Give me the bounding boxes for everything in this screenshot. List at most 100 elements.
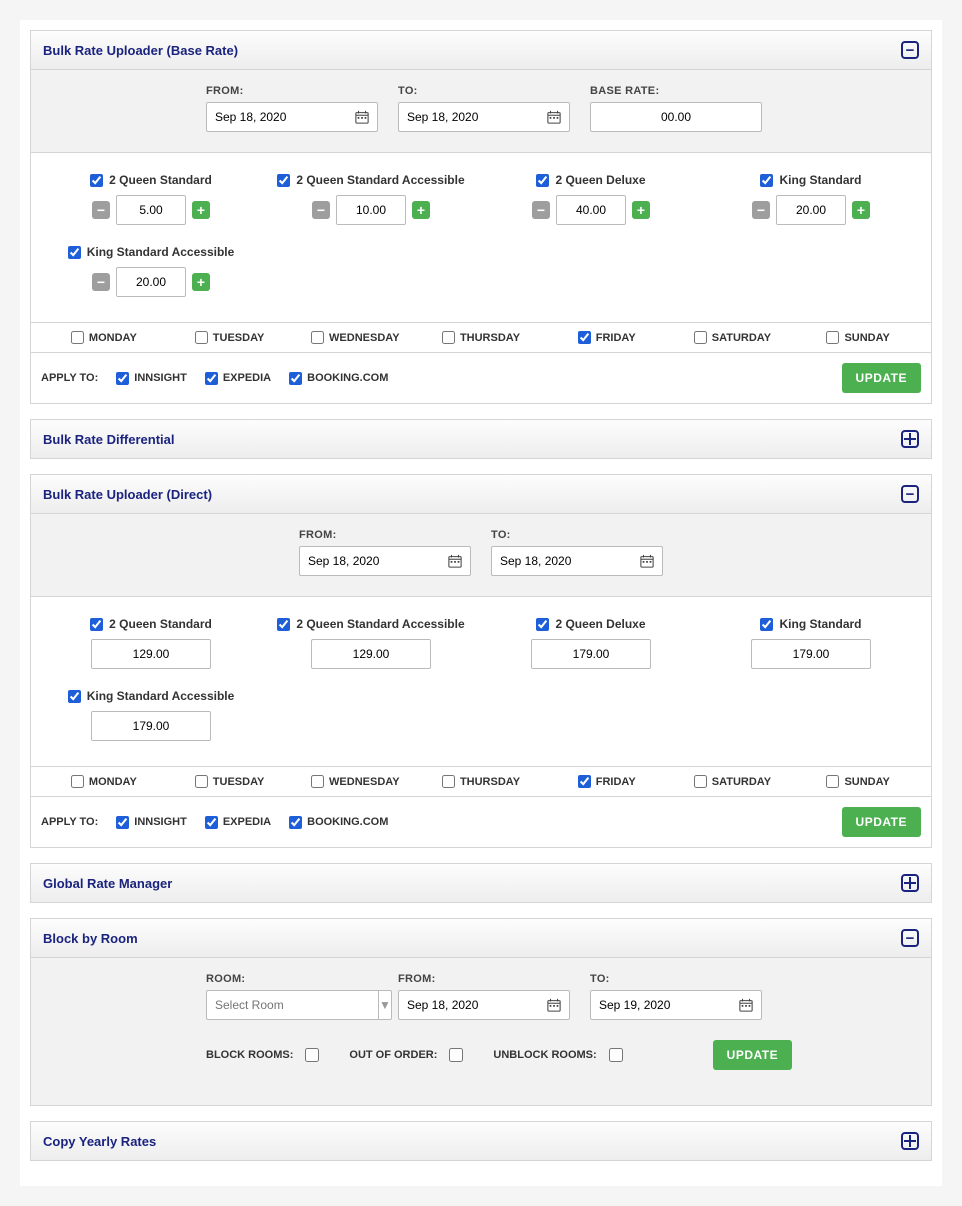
room-rate-input[interactable] <box>531 639 651 669</box>
from-date-input[interactable] <box>299 546 471 576</box>
room-rate-input[interactable] <box>116 267 186 297</box>
panel-title: Bulk Rate Differential <box>43 432 174 447</box>
minus-icon[interactable]: − <box>312 201 330 219</box>
room-checkbox[interactable] <box>536 618 549 631</box>
room-checkbox[interactable] <box>277 174 290 187</box>
plus-icon[interactable]: + <box>192 273 210 291</box>
room-cell: 2 Queen Standard−+ <box>41 168 261 240</box>
room-rate-input[interactable] <box>116 195 186 225</box>
to-date-input[interactable] <box>590 990 762 1020</box>
room-checkbox[interactable] <box>760 618 773 631</box>
to-label: TO: <box>398 85 570 97</box>
day-checkbox[interactable] <box>311 775 324 788</box>
day-checkbox[interactable] <box>826 775 839 788</box>
day-checkbox[interactable] <box>694 331 707 344</box>
expand-icon[interactable] <box>901 430 919 448</box>
calendar-icon[interactable] <box>739 998 753 1012</box>
room-rate-input[interactable] <box>91 711 211 741</box>
to-date-input[interactable] <box>491 546 663 576</box>
channel-label: INNSIGHT <box>134 816 187 828</box>
calendar-icon[interactable] <box>547 998 561 1012</box>
room-checkbox[interactable] <box>90 174 103 187</box>
calendar-icon[interactable] <box>547 110 561 124</box>
room-checkbox[interactable] <box>68 690 81 703</box>
day-checkbox[interactable] <box>826 331 839 344</box>
room-rate-input[interactable] <box>751 639 871 669</box>
channel-checkbox[interactable] <box>289 816 302 829</box>
room-name: 2 Queen Deluxe <box>555 617 645 631</box>
day-checkbox[interactable] <box>195 331 208 344</box>
day-checkbox[interactable] <box>311 331 324 344</box>
update-button[interactable]: UPDATE <box>713 1040 792 1070</box>
room-name: 2 Queen Standard <box>109 617 212 631</box>
channel-checkbox[interactable] <box>116 816 129 829</box>
base-rate-input[interactable] <box>590 102 762 132</box>
collapse-icon[interactable]: − <box>901 41 919 59</box>
day-label: MONDAY <box>89 332 137 344</box>
collapse-icon[interactable]: − <box>901 485 919 503</box>
channel-checkbox[interactable] <box>289 372 302 385</box>
day-checkbox[interactable] <box>71 775 84 788</box>
room-rate-input[interactable] <box>336 195 406 225</box>
update-button[interactable]: UPDATE <box>842 807 921 837</box>
block-rooms-checkbox[interactable] <box>305 1048 319 1062</box>
room-rate-input[interactable] <box>776 195 846 225</box>
date-section: FROM: TO: <box>31 514 931 597</box>
day-checkbox[interactable] <box>578 331 591 344</box>
room-select[interactable]: ▼ <box>206 990 378 1020</box>
day-label: FRIDAY <box>596 332 636 344</box>
room-rate-input[interactable] <box>556 195 626 225</box>
room-checkbox[interactable] <box>536 174 549 187</box>
room-cell: King Standard Accessible <box>41 684 261 756</box>
day-checkbox[interactable] <box>578 775 591 788</box>
day-checkbox[interactable] <box>694 775 707 788</box>
room-rate-input[interactable] <box>91 639 211 669</box>
collapse-icon[interactable]: − <box>901 929 919 947</box>
channel-item: INNSIGHT <box>116 372 187 385</box>
channel-item: INNSIGHT <box>116 816 187 829</box>
day-checkbox[interactable] <box>71 331 84 344</box>
apply-label: APPLY TO: <box>41 816 98 828</box>
block-section: ROOM: ▼ FROM: TO: <box>31 958 931 1105</box>
minus-icon[interactable]: − <box>752 201 770 219</box>
plus-icon[interactable]: + <box>412 201 430 219</box>
from-label: FROM: <box>398 973 570 985</box>
room-checkbox[interactable] <box>68 246 81 259</box>
day-checkbox[interactable] <box>195 775 208 788</box>
calendar-icon[interactable] <box>355 110 369 124</box>
expand-icon[interactable] <box>901 874 919 892</box>
from-date-input[interactable] <box>398 990 570 1020</box>
minus-icon[interactable]: − <box>92 273 110 291</box>
day-cell: SUNDAY <box>795 775 921 788</box>
expand-icon[interactable] <box>901 1132 919 1150</box>
room-checkbox[interactable] <box>90 618 103 631</box>
room-checkbox[interactable] <box>277 618 290 631</box>
minus-icon[interactable]: − <box>532 201 550 219</box>
room-checkbox[interactable] <box>760 174 773 187</box>
to-date-input[interactable] <box>398 102 570 132</box>
chevron-down-icon[interactable]: ▼ <box>378 990 392 1020</box>
update-button[interactable]: UPDATE <box>842 363 921 393</box>
panel-global: Global Rate Manager <box>30 863 932 903</box>
unblock-rooms-checkbox[interactable] <box>609 1048 623 1062</box>
channel-checkbox[interactable] <box>116 372 129 385</box>
room-rate-input[interactable] <box>311 639 431 669</box>
from-date-input[interactable] <box>206 102 378 132</box>
day-checkbox[interactable] <box>442 775 455 788</box>
channel-checkbox[interactable] <box>205 372 218 385</box>
room-cell: 2 Queen Deluxe−+ <box>481 168 701 240</box>
day-cell: TUESDAY <box>167 331 293 344</box>
out-of-order-checkbox[interactable] <box>449 1048 463 1062</box>
day-label: THURSDAY <box>460 332 520 344</box>
channel-checkbox[interactable] <box>205 816 218 829</box>
plus-icon[interactable]: + <box>192 201 210 219</box>
panel-title: Global Rate Manager <box>43 876 172 891</box>
page: Bulk Rate Uploader (Base Rate) − FROM: T… <box>20 20 942 1186</box>
calendar-icon[interactable] <box>640 554 654 568</box>
day-checkbox[interactable] <box>442 331 455 344</box>
apply-row: APPLY TO: INNSIGHTEXPEDIABOOKING.COM UPD… <box>31 353 931 403</box>
calendar-icon[interactable] <box>448 554 462 568</box>
plus-icon[interactable]: + <box>632 201 650 219</box>
plus-icon[interactable]: + <box>852 201 870 219</box>
minus-icon[interactable]: − <box>92 201 110 219</box>
